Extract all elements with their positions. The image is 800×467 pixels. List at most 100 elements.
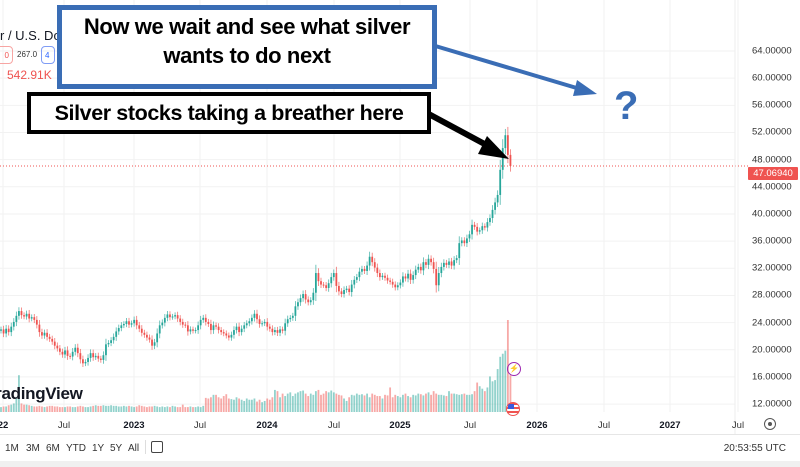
clock-utc[interactable]: 20:53:55 UTC: [723, 443, 786, 454]
volume-bar: [210, 397, 212, 412]
volume-bar: [363, 395, 366, 412]
candle-body: [271, 328, 274, 333]
volume-bar: [496, 369, 499, 412]
candle-body: [227, 335, 230, 338]
candle-body: [455, 258, 458, 261]
volume-bar: [460, 394, 463, 412]
volume-bar: [358, 394, 361, 412]
volume-bar: [61, 407, 64, 412]
volume-bar: [71, 407, 74, 412]
volume-bar: [140, 405, 143, 412]
candle-body: [143, 332, 146, 335]
candle-body: [66, 350, 69, 356]
volume-bar: [197, 406, 200, 412]
candle-body: [291, 315, 294, 318]
range-1y[interactable]: 1Y: [92, 443, 105, 454]
candle-body: [125, 321, 128, 324]
volume-bar: [268, 399, 271, 412]
volume-bar: [0, 407, 2, 412]
candle-body: [35, 319, 38, 325]
tradingview-logo: TradingView: [0, 384, 83, 403]
volume-value: 542.91K: [7, 68, 52, 82]
candle-body: [89, 353, 92, 358]
candle-body: [250, 317, 253, 322]
buy-button[interactable]: 4: [41, 46, 55, 64]
candle-body: [494, 202, 496, 210]
price-tick-label: 12.00000: [752, 398, 792, 410]
candle-body: [176, 315, 179, 319]
volume-bar: [250, 399, 253, 412]
volume-bar: [194, 407, 197, 412]
range-ytd[interactable]: YTD: [66, 443, 86, 454]
volume-bar: [261, 402, 264, 412]
candle-body: [92, 353, 95, 358]
volume-bar: [376, 396, 379, 412]
blue-arrow: [431, 43, 597, 96]
volume-bar: [314, 391, 317, 412]
range-1m[interactable]: 1M: [5, 443, 19, 454]
volume-bar: [186, 407, 189, 412]
toolbar-divider: [145, 440, 146, 454]
candle-body: [186, 325, 189, 332]
sell-button[interactable]: 0: [0, 46, 13, 64]
candle-body: [18, 311, 20, 316]
price-tick-label: 56.00000: [752, 99, 792, 111]
lightning-event-icon[interactable]: ⚡: [507, 362, 521, 376]
settings-gear-icon[interactable]: [764, 418, 776, 430]
volume-bar: [335, 393, 338, 412]
volume-bar: [238, 398, 240, 412]
volume-bar: [153, 405, 156, 412]
volume-bar: [325, 391, 328, 412]
volume-bar: [286, 393, 289, 412]
candle-body: [12, 321, 15, 327]
volume-bar: [312, 394, 315, 412]
candle-body: [230, 334, 233, 338]
volume-bar: [87, 407, 89, 412]
volume-bar: [453, 393, 456, 412]
candle-body: [491, 209, 494, 219]
volume-bar: [489, 376, 491, 412]
candle-body: [361, 268, 363, 272]
volume-bar: [92, 405, 95, 412]
candle-body: [376, 267, 379, 274]
us-flag-event-icon[interactable]: [506, 402, 520, 416]
volume-bar: [353, 395, 356, 412]
range-3m[interactable]: 3M: [26, 443, 40, 454]
candle-body: [281, 329, 284, 331]
volume-bar: [38, 405, 41, 412]
volume-bar: [289, 392, 292, 412]
range-6m[interactable]: 6M: [46, 443, 60, 454]
volume-bar: [501, 353, 504, 412]
volume-bar: [355, 393, 358, 412]
candle-body: [325, 285, 328, 288]
volume-bar: [442, 395, 445, 412]
volume-bar: [448, 391, 450, 412]
candle-body: [56, 345, 59, 349]
candle-body: [20, 311, 23, 316]
symbol-title[interactable]: r / U.S. Dolla: [0, 28, 74, 43]
calendar-goto-date-icon[interactable]: [151, 441, 163, 453]
volume-bar: [473, 391, 476, 412]
range-5y[interactable]: 5Y: [110, 443, 123, 454]
candle-body: [419, 266, 422, 271]
candle-body: [25, 313, 28, 317]
volume-bar: [394, 394, 397, 412]
candle-body: [286, 319, 289, 324]
candle-body: [243, 325, 246, 329]
volume-bar: [18, 375, 20, 412]
volume-bar: [35, 406, 38, 412]
range-all[interactable]: All: [128, 443, 140, 454]
candle-body: [97, 355, 100, 359]
candle-body: [194, 330, 197, 332]
candle-body: [38, 324, 41, 333]
candle-body: [322, 284, 325, 286]
candle-body: [496, 194, 499, 203]
volume-bar: [258, 399, 261, 412]
volume-bar: [184, 407, 187, 412]
candle-body: [368, 256, 371, 266]
volume-bar: [402, 394, 404, 412]
candle-body: [122, 323, 125, 326]
volume-bar: [245, 398, 248, 412]
volume-bar: [15, 398, 18, 412]
